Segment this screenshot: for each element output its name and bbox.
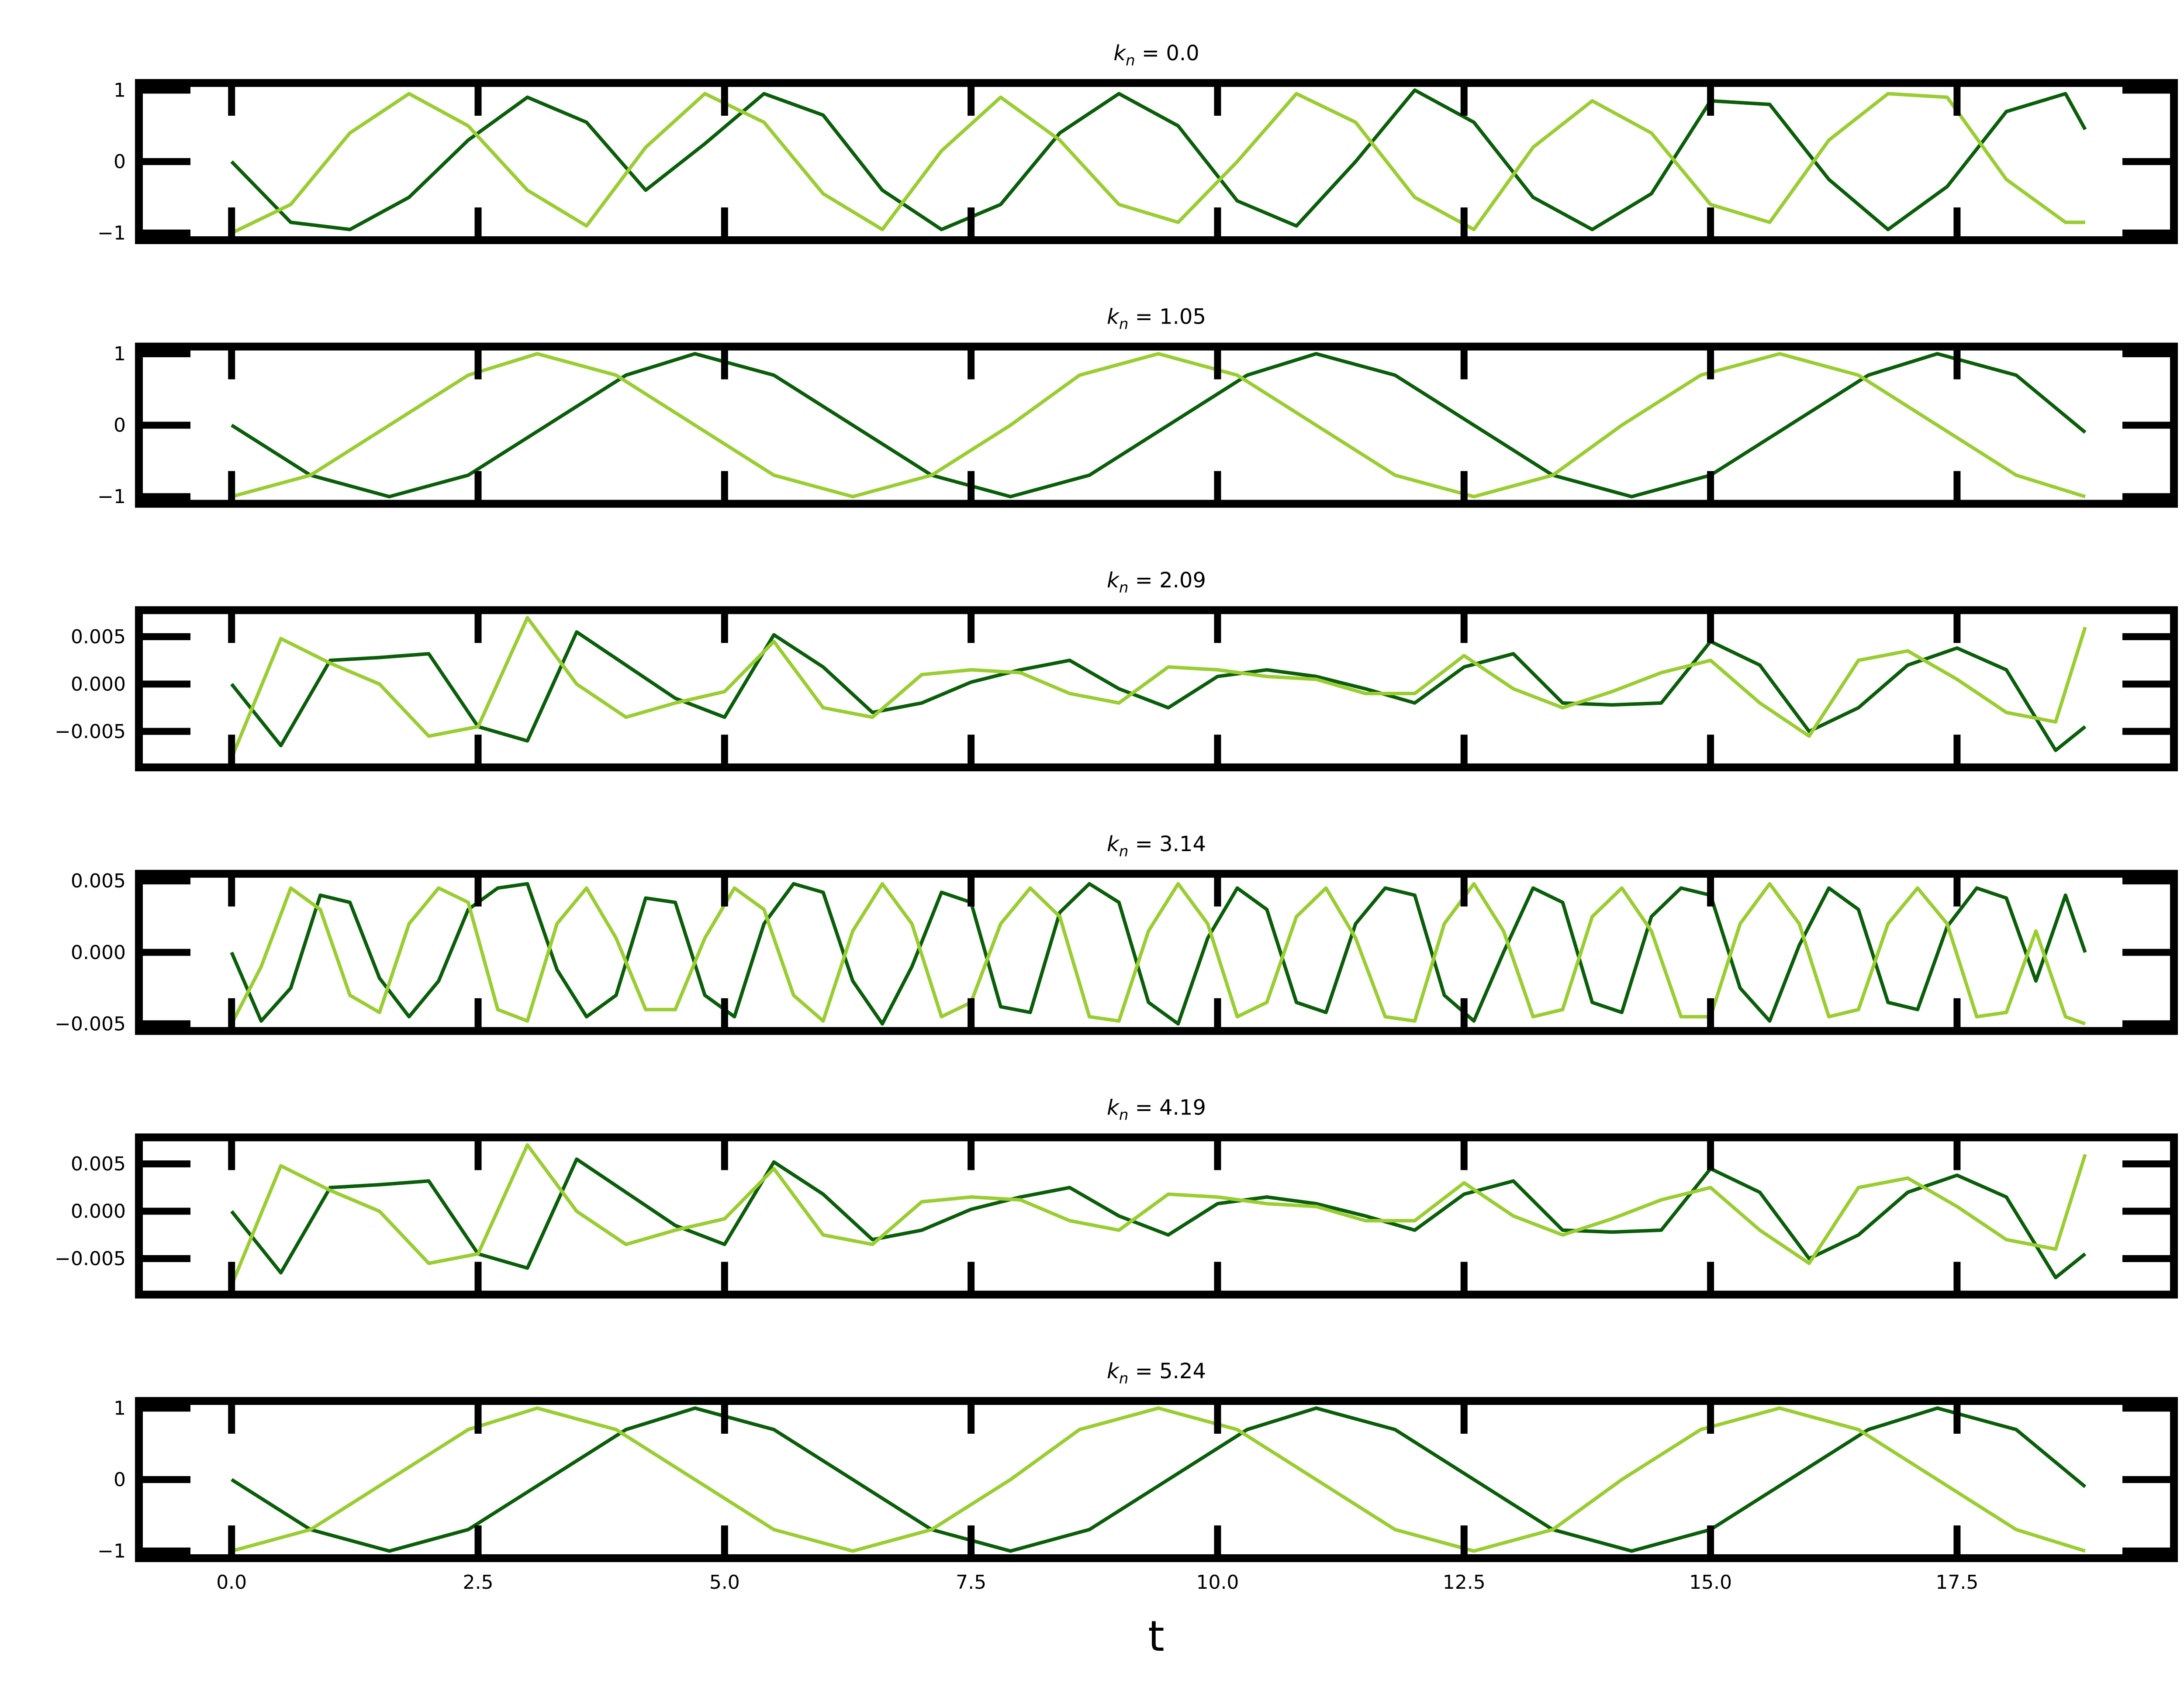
title-value: = 3.14 (1128, 832, 1206, 856)
plot-frame (135, 79, 2178, 244)
y-tick-label: 0.000 (71, 942, 126, 964)
plot-frame (135, 606, 2178, 772)
title-value: = 1.05 (1128, 305, 1206, 329)
y-tick-label: −1 (97, 222, 126, 245)
series-line-1 (230, 630, 2087, 752)
x-tick-label: 7.5 (956, 1571, 986, 1594)
subplot-title: kn = 1.05 (1107, 305, 1206, 333)
subplot-2: kn = 1.05 −1 0 1 (97, 305, 2178, 508)
y-tick-label: −0.005 (55, 721, 126, 743)
subplot-6: kn = 5.24 0.0 2.5 5.0 7.5 10.0 12.5 15.0 17.5 −1 0… (97, 1359, 2178, 1594)
x-tick-label: 15.0 (1689, 1571, 1732, 1594)
x-tick-label: 17.5 (1935, 1571, 1978, 1594)
x-tick-label: 10.0 (1196, 1571, 1239, 1594)
y-tick-label: 1 (114, 1397, 126, 1419)
subplot-title: kn = 0.0 (1113, 41, 1199, 69)
series-line-2 (230, 882, 2086, 1026)
subplot-3: kn = 2.09 −0.005 0.000 0.005 (55, 568, 2178, 772)
y-tick-label: 1 (114, 343, 126, 365)
series-line-2 (231, 92, 2085, 235)
title-variable: k (1107, 1359, 1120, 1383)
y-tick-label: 0.005 (71, 1153, 126, 1175)
y-tick-label: −0.005 (55, 1013, 126, 1035)
title-subscript: n (1126, 52, 1135, 69)
title-subscript: n (1119, 843, 1129, 860)
title-value: = 0.0 (1135, 41, 1199, 66)
series-line-1 (231, 1406, 2087, 1553)
y-tick-label: 0.005 (71, 870, 126, 892)
subplot-title: kn = 4.19 (1107, 1095, 1206, 1124)
series-line-2 (230, 616, 2087, 759)
title-subscript: n (1119, 1370, 1129, 1387)
subplot-title: kn = 3.14 (1107, 832, 1206, 860)
series-line-1 (230, 1157, 2087, 1280)
y-tick-label: −0.005 (55, 1248, 126, 1270)
title-value: = 4.19 (1128, 1095, 1206, 1120)
series-line-1 (230, 882, 2087, 1026)
x-tick-label: 2.5 (463, 1571, 494, 1594)
y-tick-label: 0 (114, 1469, 126, 1491)
title-variable: k (1107, 305, 1120, 329)
plot-frame (135, 1397, 2178, 1562)
x-axis-label: t (1148, 1612, 1165, 1661)
subplot-4: kn = 3.14 −0.005 0.000 0.005 (55, 832, 2178, 1035)
title-subscript: n (1119, 316, 1129, 333)
y-tick-label: 0 (114, 151, 126, 173)
subplot-1: kn = 0.0 −1 0 1 (97, 41, 2178, 245)
y-tick-label: 0.005 (71, 626, 126, 648)
subplot-title: kn = 2.09 (1107, 568, 1206, 597)
subplot-5: kn = 4.19 −0.005 0.000 0.005 (55, 1095, 2178, 1299)
plot-frame (135, 342, 2178, 508)
y-tick-label: 0 (114, 414, 126, 437)
title-subscript: n (1119, 1106, 1129, 1124)
x-tick-label: 5.0 (709, 1571, 740, 1594)
y-tick-label: −1 (97, 486, 126, 508)
title-variable: k (1107, 568, 1120, 593)
y-tick-label: 1 (114, 79, 126, 101)
plot-frame (135, 1133, 2178, 1299)
series-line-1 (230, 88, 2087, 231)
series-line-2 (231, 1406, 2086, 1553)
y-tick-label: 0.000 (71, 673, 126, 695)
title-variable: k (1107, 1095, 1120, 1120)
title-variable: k (1113, 41, 1127, 66)
x-tick-label: 0.0 (216, 1571, 247, 1594)
x-tick-label: 12.5 (1443, 1571, 1486, 1594)
series-line-2 (230, 1143, 2087, 1286)
subplot-title: kn = 5.24 (1107, 1359, 1206, 1387)
title-variable: k (1107, 832, 1120, 856)
title-value: = 2.09 (1128, 568, 1206, 593)
title-subscript: n (1119, 579, 1129, 597)
plot-frame (135, 869, 2178, 1035)
y-tick-label: 0.000 (71, 1201, 126, 1223)
y-tick-label: −1 (97, 1540, 126, 1563)
title-value: = 5.24 (1128, 1359, 1206, 1383)
series-line-2 (231, 352, 2086, 499)
series-line-1 (231, 352, 2087, 499)
